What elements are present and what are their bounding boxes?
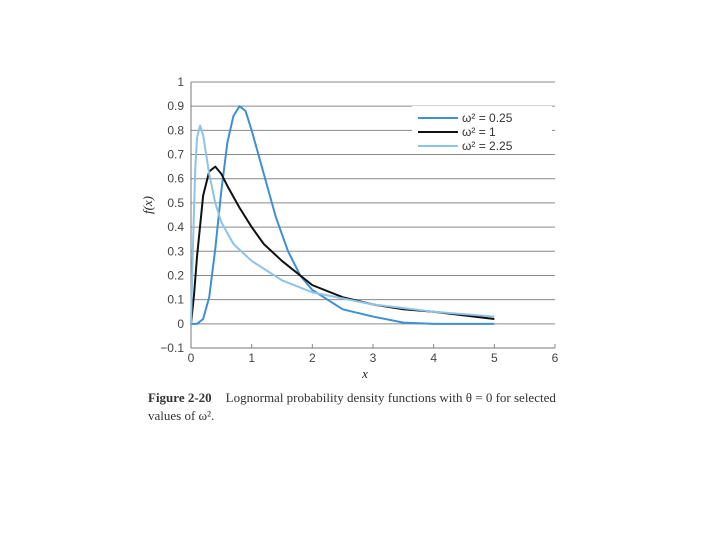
x-tick-label: 1 (248, 351, 255, 365)
y-tick-label: 0.3 (167, 244, 184, 258)
figure-label: Figure 2-20 (148, 390, 212, 405)
x-tick-label: 4 (430, 351, 437, 365)
x-axis-label: x (361, 366, 368, 381)
y-tick-label: 0.7 (167, 148, 184, 162)
y-tick-label: 0 (177, 317, 184, 331)
y-tick-label: 0.6 (167, 172, 184, 186)
caption-text: Lognormal probability density functions … (148, 390, 556, 423)
x-tick-label: 6 (552, 351, 559, 365)
y-tick-label: 0.4 (167, 220, 184, 234)
legend-entry: ω² = 1 (462, 125, 496, 139)
series-line-2 (190, 165, 495, 324)
y-tick-label: 1 (177, 75, 184, 89)
series-line-3 (190, 124, 495, 324)
series (190, 105, 495, 325)
y-tick-label: 0.9 (167, 99, 184, 113)
figure-caption: Figure 2-20 Lognormal probability density… (148, 389, 578, 425)
legend-entry: ω² = 2.25 (462, 139, 513, 153)
series-line-1 (191, 105, 495, 325)
x-tick-label: 0 (188, 351, 195, 365)
x-tick-label: 3 (370, 351, 377, 365)
legend-background (412, 106, 552, 152)
y-tick-label: 0.5 (167, 196, 184, 210)
tick-labels: −0.1 0 0.1 0.2 0.3 0.4 0.5 0.6 0.7 0.8 0.9 1 0 1 2 3 4 5 6 (160, 75, 558, 365)
y-tick-label: 0.8 (167, 123, 184, 137)
x-tick-label: 5 (491, 351, 498, 365)
x-tick-label: 2 (309, 351, 316, 365)
legend-entry: ω² = 0.25 (462, 111, 513, 125)
y-tick-label: −0.1 (160, 341, 184, 355)
y-tick-label: 0.1 (167, 293, 184, 307)
y-tick-label: 0.2 (167, 268, 184, 282)
y-axis-label: f(x) (140, 196, 155, 214)
